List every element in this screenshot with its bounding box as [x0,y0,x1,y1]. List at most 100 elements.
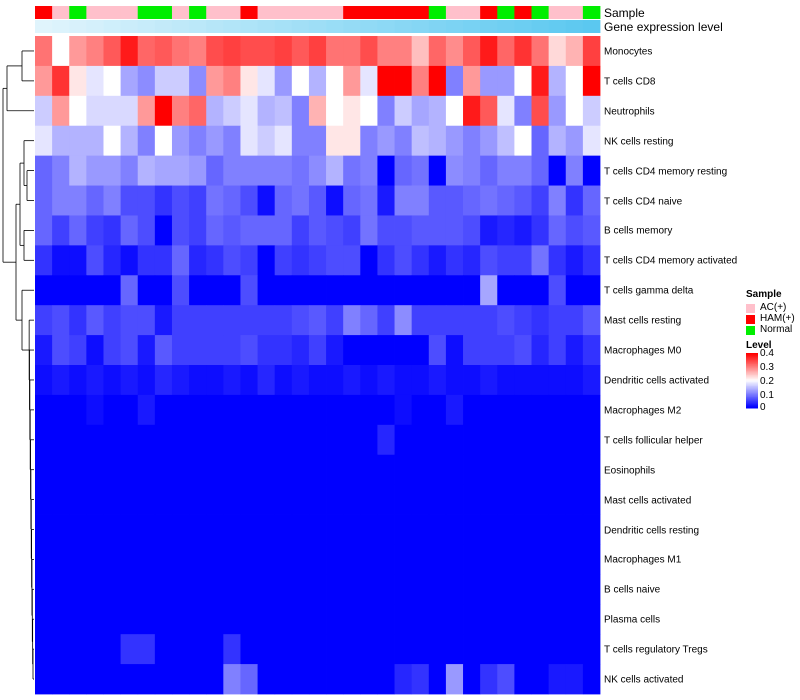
legend-colorbar-step [746,390,758,392]
heatmap-cell [189,215,207,246]
heatmap-cell [52,394,70,426]
heatmap-cell [69,365,87,396]
heatmap-cell [377,185,395,216]
legend-colorbar-step [746,365,758,368]
heatmap-cell [565,514,584,545]
heatmap-cell [343,365,361,396]
heatmap-cell [69,305,87,336]
heatmap-cell [257,305,276,336]
heatmap-cell [548,544,567,575]
heatmap-cell [514,245,532,276]
heatmap-cell [445,664,464,695]
expression-annotation-cell [326,20,344,33]
heatmap-cell [428,36,447,67]
heatmap-cell [86,185,104,216]
heatmap-cell [86,365,104,396]
heatmap-cell [206,245,224,276]
expression-annotation-cell [428,20,447,33]
heatmap-cell [206,484,224,515]
heatmap-cell [35,394,53,426]
heatmap-cell [120,185,139,216]
legend-colorbar-step [746,402,758,405]
heatmap-cell [69,95,87,127]
heatmap-cell [308,36,327,67]
heatmap-cell [326,125,344,157]
heatmap-cell [308,394,327,426]
legend-colorbar-step [746,399,758,402]
heatmap-cell [582,125,601,157]
heatmap-cell [531,305,550,336]
heatmap-cell [69,65,87,97]
heatmap-cell [394,36,413,67]
heatmap-cell [86,634,104,665]
heatmap-cell [223,305,241,336]
heatmap-cell [240,215,258,246]
heatmap-cell [35,185,53,216]
heatmap-cell [480,604,498,635]
sample-annotation-cell [531,6,550,19]
heatmap-cell [531,454,550,486]
heatmap-cell [86,36,104,67]
heatmap-cell [86,125,104,157]
heatmap-cell [171,604,190,635]
heatmap-cell [360,95,378,127]
heatmap-cell [445,394,464,426]
expression-annotation-cell [463,20,481,33]
heatmap-cell [445,305,464,336]
heatmap-cell [154,604,173,635]
heatmap-cell [514,664,532,695]
row-label: Neutrophils [604,106,655,118]
heatmap-cell [103,95,122,127]
heatmap-cell [257,394,276,426]
heatmap-cell [394,125,413,157]
heatmap-cell [223,544,241,575]
heatmap-cell [137,335,156,366]
heatmap-cell [308,275,327,306]
legend-colorbar-step [746,368,758,370]
heatmap-cell [548,275,567,306]
heatmap-cell [497,36,515,67]
row-label: Plasma cells [604,614,661,626]
heatmap-cell [223,275,241,306]
heatmap-cell [120,65,139,97]
heatmap-cell [103,394,122,426]
heatmap-cell [257,335,276,366]
heatmap-cell [497,394,515,426]
heatmap-cell [514,604,532,635]
heatmap-cell [326,634,344,665]
heatmap-cell [326,185,344,216]
heatmap-cell [137,95,156,127]
heatmap-cell [514,155,532,186]
heatmap-cell [360,664,378,695]
heatmap-cell [137,215,156,246]
sample-annotation-cell [257,6,276,19]
heatmap-cell [394,275,413,306]
heatmap-cell [411,95,430,127]
heatmap-cell [69,185,87,216]
heatmap-cell [223,125,241,157]
legend-colorbar-step [746,361,758,364]
heatmap-cell [137,275,156,306]
heatmap-cell [171,36,190,67]
heatmap-cell [394,544,413,575]
heatmap-cell [137,664,156,695]
row-label: Macrophages M0 [604,345,682,357]
heatmap-cell [257,95,276,127]
heatmap-cell [480,484,498,515]
heatmap-cell [137,424,156,456]
annotation-label-expression: Gene expression level [604,20,723,34]
heatmap-cell [411,365,430,396]
heatmap-cell [480,574,498,605]
heatmap-cell [171,365,190,396]
heatmap-cell [394,634,413,665]
heatmap-cell [308,574,327,605]
heatmap-cell [308,424,327,456]
heatmap-cell [445,125,464,157]
heatmap-cell [223,454,241,486]
heatmap-cell [240,514,258,545]
legend-colorbar-step [746,391,758,394]
heatmap-cell [343,305,361,336]
heatmap-cell [257,365,276,396]
heatmap-cell [103,125,122,157]
heatmap-cell [103,335,122,366]
